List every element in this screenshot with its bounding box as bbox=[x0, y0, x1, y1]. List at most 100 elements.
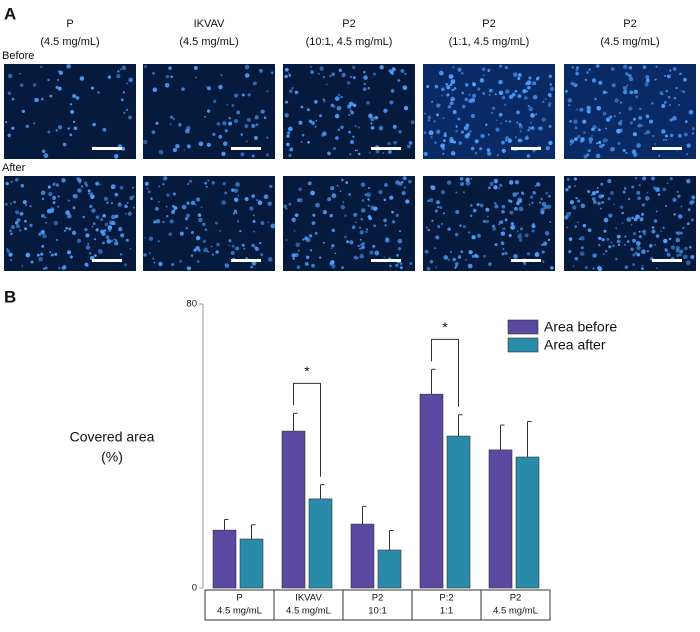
cell bbox=[359, 238, 362, 241]
cell bbox=[53, 182, 56, 185]
cell bbox=[678, 103, 681, 106]
cell bbox=[564, 89, 569, 93]
cell bbox=[396, 253, 399, 257]
cell bbox=[218, 84, 223, 90]
cell bbox=[685, 120, 688, 123]
cell bbox=[504, 103, 507, 107]
cell bbox=[613, 115, 616, 118]
cell bbox=[309, 65, 313, 68]
cell bbox=[403, 105, 409, 111]
cell bbox=[254, 246, 257, 249]
cell bbox=[322, 210, 327, 215]
cell bbox=[33, 122, 36, 125]
cell bbox=[408, 141, 413, 145]
cell bbox=[389, 100, 394, 105]
cell bbox=[288, 202, 292, 206]
cell bbox=[373, 224, 377, 228]
cell bbox=[608, 213, 613, 218]
cell bbox=[676, 253, 680, 257]
cell bbox=[601, 237, 605, 242]
cell bbox=[49, 250, 52, 254]
cell bbox=[329, 213, 333, 218]
cell bbox=[333, 147, 336, 150]
cell bbox=[370, 205, 375, 210]
cell bbox=[259, 242, 262, 245]
cell bbox=[498, 90, 504, 96]
cell bbox=[283, 204, 287, 209]
cell bbox=[5, 182, 9, 186]
cell bbox=[575, 108, 578, 111]
cell bbox=[595, 153, 601, 159]
cell bbox=[427, 115, 432, 120]
cell bbox=[498, 223, 500, 226]
cell bbox=[244, 73, 250, 78]
cell bbox=[124, 212, 127, 215]
cell bbox=[667, 74, 671, 79]
cell bbox=[426, 266, 431, 271]
cell bbox=[541, 250, 545, 254]
cell bbox=[545, 146, 550, 151]
cell bbox=[508, 180, 514, 185]
cell bbox=[341, 72, 346, 78]
cell bbox=[543, 241, 548, 246]
cell bbox=[267, 257, 273, 262]
cell bbox=[270, 71, 274, 75]
cell bbox=[286, 142, 290, 147]
cell bbox=[467, 231, 471, 234]
cell bbox=[641, 264, 644, 267]
column-label: (4.5 mg/mL) bbox=[179, 36, 238, 48]
cell bbox=[233, 188, 239, 193]
cell bbox=[653, 219, 658, 223]
cell bbox=[89, 204, 93, 209]
cell bbox=[61, 266, 66, 270]
cell bbox=[526, 135, 528, 137]
cell bbox=[129, 196, 134, 201]
cell bbox=[428, 130, 434, 136]
cell bbox=[618, 121, 623, 126]
cell bbox=[286, 134, 290, 138]
cell bbox=[233, 197, 239, 203]
cell bbox=[221, 151, 226, 156]
cell bbox=[534, 185, 537, 188]
cell bbox=[492, 227, 497, 231]
cell bbox=[202, 239, 206, 244]
cell bbox=[318, 256, 322, 259]
cell bbox=[468, 250, 473, 255]
cell bbox=[120, 98, 124, 102]
cell bbox=[15, 178, 19, 182]
cell bbox=[126, 202, 129, 204]
cell bbox=[331, 244, 335, 248]
cell bbox=[349, 240, 354, 245]
cell bbox=[165, 74, 170, 79]
cell bbox=[233, 118, 239, 123]
cell bbox=[423, 131, 427, 135]
cell bbox=[298, 197, 303, 203]
cell bbox=[623, 187, 627, 190]
cell bbox=[494, 204, 499, 209]
cell bbox=[211, 253, 215, 256]
cell bbox=[457, 67, 462, 72]
cell bbox=[691, 195, 696, 200]
cell bbox=[79, 76, 85, 81]
cell bbox=[437, 206, 440, 209]
cell bbox=[10, 225, 15, 230]
cell bbox=[76, 176, 80, 181]
cell bbox=[457, 117, 461, 121]
cell bbox=[403, 186, 407, 189]
cell bbox=[38, 232, 42, 236]
cell bbox=[144, 237, 146, 239]
cell bbox=[125, 108, 129, 111]
cell bbox=[361, 246, 365, 250]
cell bbox=[686, 178, 691, 184]
cell bbox=[441, 87, 445, 92]
cell bbox=[427, 228, 431, 232]
x-tick-label: 10:1 bbox=[368, 606, 387, 617]
cell bbox=[635, 214, 640, 220]
cell bbox=[455, 125, 458, 128]
cell bbox=[424, 249, 429, 254]
y-tick-label: 0 bbox=[192, 583, 197, 594]
cell bbox=[353, 255, 358, 260]
cell bbox=[166, 215, 169, 218]
cell bbox=[11, 97, 15, 101]
cell bbox=[36, 253, 40, 257]
